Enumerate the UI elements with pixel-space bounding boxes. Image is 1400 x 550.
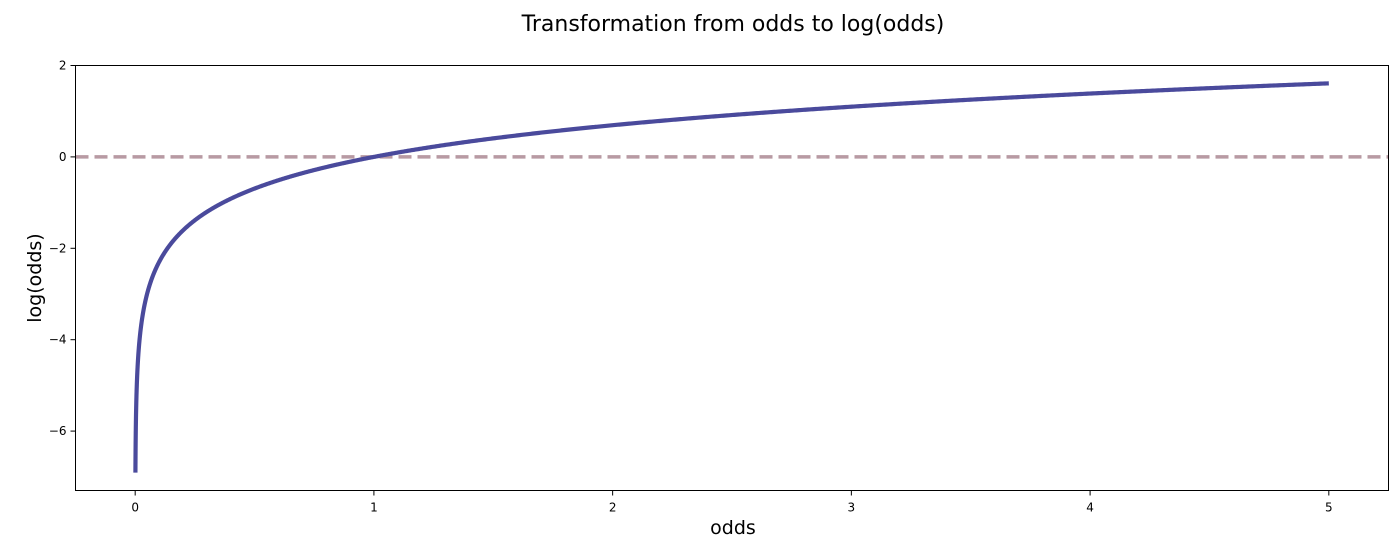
x-tick-label: 2 [609, 501, 617, 515]
chart-title: Transformation from odds to log(odds) [521, 12, 945, 37]
y-tick-label: −6 [49, 424, 67, 438]
y-tick-label: 0 [59, 150, 67, 164]
axes-frame [75, 65, 1389, 491]
series-line-log-odds [133, 81, 1329, 475]
x-tick-label: 4 [1086, 501, 1094, 515]
y-axis: −6 −4 −2 0 2 [49, 59, 76, 438]
x-tick-label: 1 [370, 501, 378, 515]
plot-area [75, 81, 1389, 475]
x-tick-label: 0 [131, 501, 139, 515]
x-axis-label: odds [710, 517, 756, 539]
y-axis-label: log(odds) [24, 233, 46, 322]
y-tick-label: 2 [59, 59, 67, 73]
y-tick-label: −4 [49, 333, 67, 347]
x-tick-label: 5 [1325, 501, 1333, 515]
x-tick-label: 3 [848, 501, 856, 515]
y-tick-label: −2 [49, 241, 67, 255]
x-axis: 0 1 2 3 4 5 [131, 490, 1333, 515]
